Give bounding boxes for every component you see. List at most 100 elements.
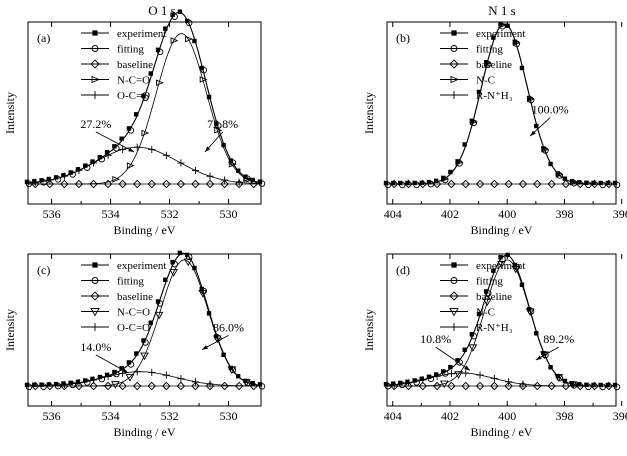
fitting-point	[484, 290, 492, 297]
annotation-arrowhead	[530, 130, 536, 136]
fitting-point	[513, 40, 521, 48]
fitting-point	[470, 119, 478, 127]
baseline-point	[518, 381, 528, 391]
experiment-point	[577, 382, 582, 387]
fitting-point	[54, 176, 62, 183]
component-point	[162, 151, 170, 159]
experiment-point	[134, 351, 139, 356]
baseline-point	[162, 381, 171, 391]
component-point	[148, 145, 156, 154]
plot-frame	[386, 253, 617, 407]
component-point	[119, 369, 127, 377]
experiment-point	[491, 35, 496, 40]
experiment-point	[221, 352, 226, 358]
baseline-point	[89, 381, 98, 391]
fitting-point	[185, 253, 193, 261]
component-point	[476, 371, 484, 379]
component-point	[133, 368, 141, 376]
x-tick-label: 396	[613, 409, 627, 423]
component-point	[454, 371, 463, 379]
y-axis-label: Intensity	[362, 309, 376, 351]
x-tick-label: 404	[384, 409, 402, 423]
fitting-point	[484, 60, 492, 68]
experiment-point	[192, 38, 197, 44]
fitting-point	[542, 147, 549, 154]
x-tick-label: 534	[102, 207, 120, 221]
y-axis-label: Intensity	[3, 92, 17, 134]
component-point	[191, 166, 200, 175]
baseline-point	[533, 179, 542, 189]
component-point	[519, 380, 527, 388]
x-tick-label: 400	[498, 409, 516, 423]
baseline-point	[490, 179, 499, 189]
experiment-point	[390, 180, 396, 186]
baseline-point	[176, 179, 186, 189]
baseline-point	[590, 179, 599, 189]
baseline-point	[575, 381, 585, 391]
experiment-point	[235, 374, 241, 379]
experiment-point	[250, 177, 255, 183]
component-point	[112, 176, 121, 183]
component-point	[462, 369, 470, 377]
component-point	[511, 265, 521, 274]
legend-marker	[90, 59, 100, 69]
legend-marker	[450, 75, 460, 84]
legend-label: baseline	[476, 291, 512, 303]
x-tick-label: 398	[555, 207, 573, 221]
component-point	[75, 379, 83, 387]
legend-label: baseline	[476, 59, 512, 71]
x-tick-label: 404	[384, 207, 402, 221]
component-point	[191, 378, 200, 386]
legend-marker	[90, 308, 100, 317]
fitting-point	[456, 160, 463, 167]
baseline-point	[432, 381, 442, 391]
x-tick-label: 402	[441, 409, 459, 423]
component-point	[525, 308, 535, 316]
baseline-point	[604, 381, 614, 391]
component-point	[419, 376, 427, 384]
baseline-point	[176, 381, 186, 391]
fitting-point	[113, 370, 120, 378]
component-point	[441, 175, 450, 183]
legend-label: N-C=O	[117, 307, 150, 319]
x-tick-label: 532	[161, 409, 179, 423]
component-point	[140, 352, 149, 361]
component-point	[126, 162, 135, 169]
experiment-point	[177, 250, 183, 256]
legend-label: experiment	[476, 28, 525, 40]
annotation-arrowhead	[204, 146, 211, 152]
component-point	[527, 95, 535, 103]
component-point	[497, 260, 506, 269]
component-point	[541, 146, 550, 153]
fitting-point	[599, 181, 606, 189]
panel-label: (b)	[396, 31, 410, 45]
component-point	[177, 375, 185, 383]
component-point	[235, 178, 243, 186]
legend-marker	[91, 45, 99, 52]
baseline-point	[547, 381, 556, 391]
fitting-point	[258, 180, 266, 187]
component-point	[206, 172, 214, 180]
fitting-point	[384, 181, 392, 189]
experiment-point	[419, 180, 424, 185]
baseline-point	[74, 179, 84, 189]
component-point	[177, 159, 185, 167]
experiment-point	[591, 382, 596, 388]
fitting-point	[171, 13, 178, 20]
experiment-point	[75, 379, 81, 384]
experiment-point	[491, 268, 496, 273]
legend-marker	[92, 262, 98, 268]
fitting-point	[215, 122, 222, 129]
baseline-point	[475, 381, 485, 391]
baseline-point	[234, 381, 244, 391]
fitting-point	[69, 381, 76, 389]
component-point	[468, 344, 478, 352]
baseline-point	[249, 381, 258, 391]
baseline-point	[147, 179, 157, 189]
legend-label: R-N⁺H₃	[476, 90, 513, 102]
x-tick-label: 532	[161, 207, 179, 221]
component-point	[243, 175, 252, 183]
fitting-point	[156, 300, 164, 307]
component-point	[156, 79, 164, 87]
